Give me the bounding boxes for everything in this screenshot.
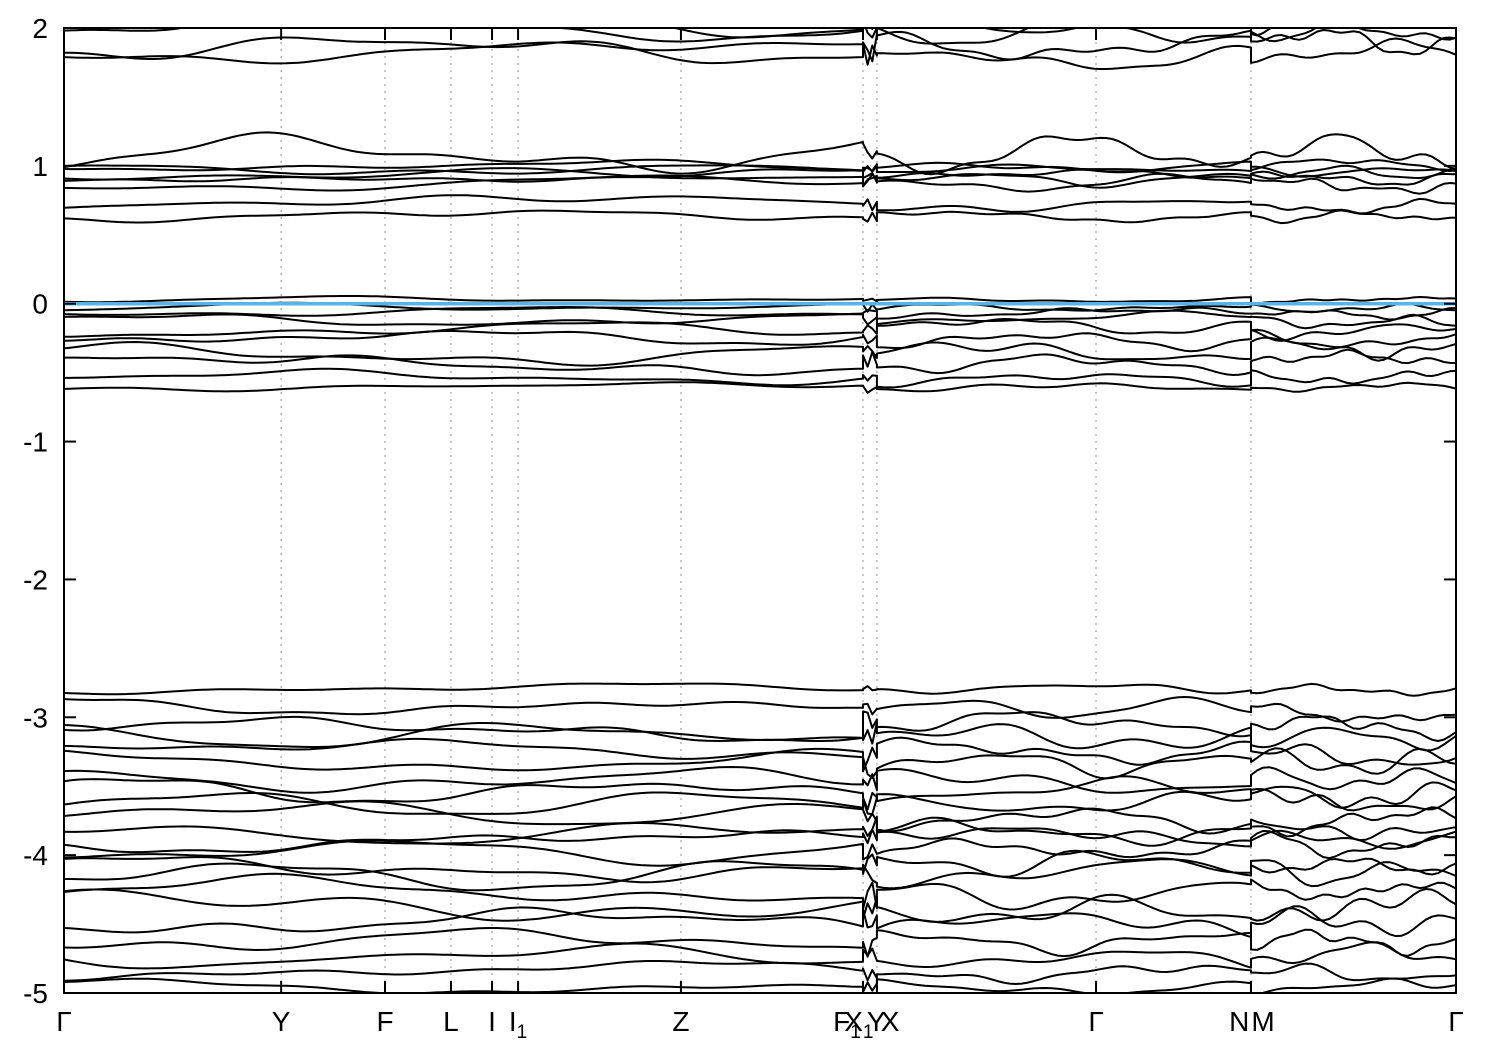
x-axis-tick-label: Z [672, 1006, 689, 1037]
band-line [64, 721, 1456, 752]
band-line [64, 905, 1456, 939]
band-line [64, 318, 1456, 342]
x-axis-tick-label: X [881, 1006, 900, 1037]
x-axis-tick-label: L [443, 1006, 459, 1037]
band-line [64, 168, 1456, 189]
plot-border [63, 27, 1457, 994]
band-line [64, 163, 1456, 178]
band-line [64, 172, 1456, 195]
x-axis-tick-label: Γ [1448, 1006, 1463, 1037]
band-line [64, 309, 1456, 330]
band-line [64, 131, 1456, 176]
band-line [64, 306, 1456, 321]
band-line [64, 348, 1456, 377]
band-line [64, 888, 1456, 923]
y-axis-tick-label: 0 [32, 289, 48, 320]
x-axis-tick-label: M [1251, 1006, 1274, 1037]
band-line [64, 941, 1456, 970]
band-line [64, 977, 1456, 993]
x-axis-tick-label: Y [272, 1006, 291, 1037]
x-axis-tick-label: Γ [56, 1006, 71, 1037]
x-axis-tick-label: F [376, 1006, 393, 1037]
band-line [64, 37, 1456, 70]
band-line [64, 766, 1456, 794]
band-line [64, 194, 1456, 215]
band-line [64, 927, 1456, 958]
x-axis-tick-label: X1 [844, 1006, 873, 1043]
band-line [64, 775, 1456, 811]
band-line [64, 29, 1456, 65]
band-line [64, 328, 1456, 353]
band-line [64, 295, 1456, 305]
x-axis-tick-label: Y [867, 1006, 886, 1037]
band-line [64, 164, 1456, 184]
band-line [538, 28, 1456, 45]
x-axis-tick-label: Γ [1088, 1006, 1103, 1037]
x-axis-tick-label: F1 [833, 1006, 861, 1043]
y-axis-tick-label: -5 [23, 978, 48, 1009]
band-line [64, 788, 1456, 816]
y-axis-tick-label: 2 [32, 13, 48, 44]
band-line [64, 800, 1456, 838]
band-line [64, 960, 1456, 985]
band-line [64, 682, 1456, 697]
band-line [64, 849, 1456, 884]
band-line [64, 710, 1456, 742]
x-axis-tick-label: N [1229, 1006, 1249, 1037]
ticks-group [64, 27, 1456, 994]
y-axis-tick-label: -3 [23, 702, 48, 733]
y-axis-tick-label: -4 [23, 840, 48, 871]
y-axis-tick-label: -2 [23, 564, 48, 595]
x-axis-tick-label: I [488, 1006, 496, 1037]
band-line [64, 336, 1456, 367]
y-axis-tick-label: 1 [32, 151, 48, 182]
band-line [64, 381, 1456, 394]
band-line [64, 367, 1456, 389]
y-axis-tick-label: -1 [23, 427, 48, 458]
bands-group [64, 28, 1456, 993]
y-axis-labels: 2 1 0 -1 -2 -3 -4 -5 [23, 13, 48, 1009]
band-line [64, 209, 1456, 225]
band-line [64, 858, 1456, 892]
band-line [64, 815, 1456, 847]
band-line [64, 830, 1456, 867]
band-line [64, 696, 1456, 723]
x-axis-tick-label: I1 [509, 1006, 527, 1043]
band-line [64, 747, 1456, 780]
band-line [64, 872, 1456, 911]
